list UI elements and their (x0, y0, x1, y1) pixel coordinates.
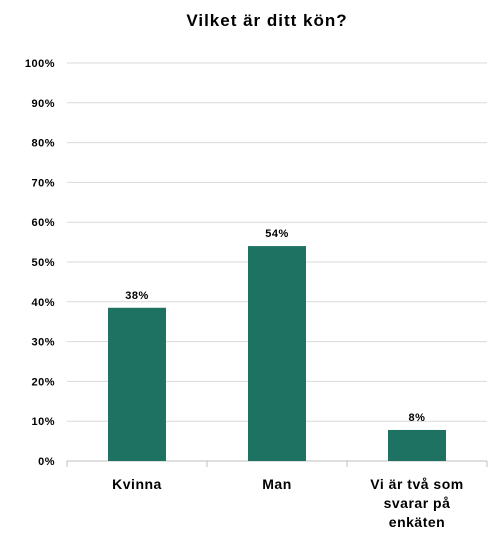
y-tick-label: 70% (31, 177, 55, 189)
y-tick-label: 40% (31, 297, 55, 309)
data-label: 54% (265, 228, 289, 240)
bar (248, 246, 306, 461)
x-tick-label: Man (262, 476, 292, 492)
data-label: 38% (125, 290, 149, 302)
y-tick-label: 60% (31, 217, 55, 229)
bars (108, 246, 446, 461)
y-tick-label: 80% (31, 138, 55, 150)
y-tick-label: 10% (31, 416, 55, 428)
data-labels: 38% 54% 8% (125, 228, 425, 424)
x-tick-label: Kvinna (112, 476, 162, 492)
y-tick-label: 50% (31, 257, 55, 269)
bar (388, 429, 446, 461)
chart-title: Vilket är ditt kön? (186, 11, 347, 30)
y-tick-label: 30% (31, 337, 55, 349)
y-axis-ticks: 0% 10% 20% 30% 40% 50% 60% 70% 80% 90% 100% (25, 58, 55, 468)
y-tick-label: 90% (31, 98, 55, 110)
y-tick-label: 20% (31, 376, 55, 388)
x-tick-label: svarar på (384, 495, 451, 511)
x-axis-ticks: Kvinna Man Vi är två som svarar på enkäten (112, 476, 463, 530)
x-tick-label: Vi är två som (370, 476, 463, 492)
x-tick-label: enkäten (389, 514, 445, 530)
y-tick-label: 100% (25, 58, 55, 70)
data-label: 8% (409, 412, 426, 424)
y-tick-label: 0% (38, 456, 55, 468)
bar (108, 307, 166, 461)
